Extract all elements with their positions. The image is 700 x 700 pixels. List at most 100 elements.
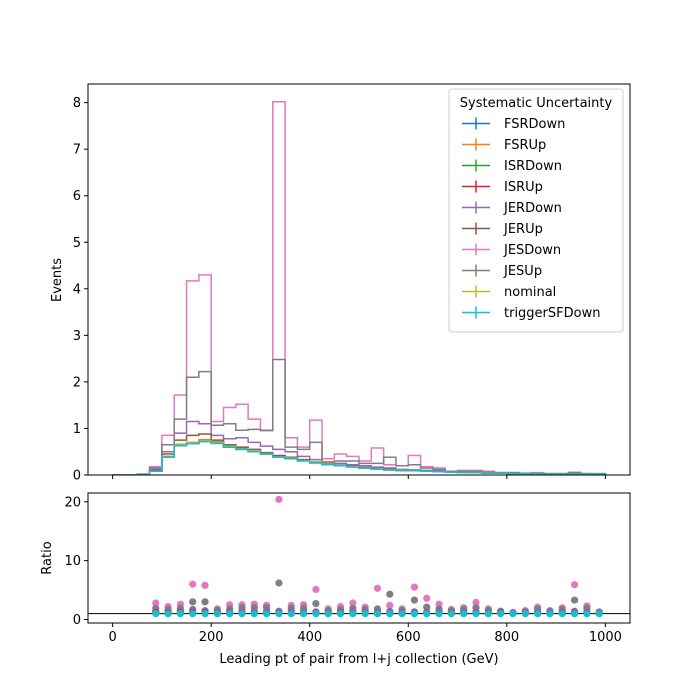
ratio-point-triggerSFDown: [595, 610, 603, 618]
ratio-plot-frame: [87, 492, 631, 624]
ratio-point-triggerSFDown: [398, 610, 406, 618]
ratio-point-JESUp: [201, 598, 209, 606]
events-y-axis-label: Events: [50, 258, 65, 302]
legend-entry-JERDown: JERDown: [462, 201, 562, 216]
ratio-x-tick-label: 400: [297, 630, 322, 645]
legend-box: [448, 88, 624, 333]
events-y-tick-label: 1: [73, 422, 81, 437]
ratio-point-JESDown: [472, 598, 480, 607]
legend-entry-ISRDown: ISRDown: [462, 159, 562, 174]
ratio-point-triggerSFDown: [152, 610, 160, 618]
ratio-point-JESDown: [349, 599, 357, 607]
ratio-x-tick-label: 600: [396, 630, 421, 645]
ratio-panel: 0 200 400 600 800 1000 0 10 20 Ratio Leading pt…: [40, 492, 631, 667]
legend-entry-JESDown: JESDown: [462, 243, 561, 258]
ratio-point-JESDown: [423, 594, 431, 602]
ratio-y-tick-label: 0: [73, 613, 81, 628]
events-y-tick-label: 8: [73, 96, 81, 111]
ratio-point-triggerSFDown: [250, 610, 258, 618]
ratio-point-JESDown: [189, 580, 197, 588]
ratio-point-triggerSFDown: [164, 610, 172, 618]
ratio-point-triggerSFDown: [497, 610, 505, 618]
legend-entry-FSRDown: FSRDown: [462, 117, 565, 132]
legend-title: Systematic Uncertainty: [460, 96, 613, 111]
ratio-point-triggerSFDown: [361, 610, 369, 618]
ratio-point-triggerSFDown: [299, 610, 308, 618]
ratio-x-tick-label: 200: [199, 630, 224, 645]
ratio-point-triggerSFDown: [509, 610, 517, 618]
ratio-point-JESDown: [201, 581, 209, 589]
ratio-point-triggerSFDown: [287, 610, 295, 618]
ratio-point-triggerSFDown: [570, 610, 579, 618]
legend-label: JESDown: [503, 243, 561, 258]
ratio-point-JESDown: [373, 584, 382, 592]
ratio-point-triggerSFDown: [176, 610, 184, 618]
ratio-point-JESDown: [386, 601, 394, 609]
ratio-y-tick-label: 10: [64, 554, 81, 569]
ratio-point-JESUp: [189, 598, 197, 606]
events-y-tick-label: 6: [73, 189, 81, 204]
ratio-point-triggerSFDown: [386, 610, 394, 618]
ratio-point-triggerSFDown: [583, 610, 591, 618]
ratio-point-triggerSFDown: [558, 610, 566, 618]
x-axis-label: Leading pt of pair from l+j collection (…: [219, 652, 498, 667]
ratio-point-JESUp: [386, 590, 394, 598]
ratio-point-JESDown: [410, 583, 419, 591]
ratio-x-tick-label: 0: [108, 630, 116, 645]
ratio-point-triggerSFDown: [447, 610, 455, 618]
ratio-point-triggerSFDown: [336, 610, 345, 618]
ratio-x-tick-label: 1000: [589, 630, 622, 645]
ratio-point-triggerSFDown: [312, 610, 320, 618]
legend-label: JESUp: [503, 264, 542, 279]
ratio-x-tick-label: 800: [494, 630, 519, 645]
events-y-tick-label: 2: [73, 375, 81, 390]
ratio-point-triggerSFDown: [189, 610, 197, 618]
events-y-tick-label: 3: [73, 329, 81, 344]
legend-label: triggerSFDown: [504, 306, 600, 321]
legend-entry-ISRUp: ISRUp: [462, 180, 543, 195]
ratio-point-triggerSFDown: [435, 610, 443, 618]
ratio-point-triggerSFDown: [324, 610, 332, 618]
legend-label: JERUp: [503, 222, 543, 237]
events-plot-frame: [87, 83, 631, 476]
ratio-point-triggerSFDown: [521, 610, 529, 618]
ratio-point-triggerSFDown: [275, 610, 283, 618]
ratio-point-JESDown: [275, 495, 283, 504]
legend-label: FSRUp: [504, 138, 546, 153]
ratio-point-triggerSFDown: [349, 610, 357, 618]
ratio-point-triggerSFDown: [546, 610, 554, 618]
ratio-point-JESUp: [410, 596, 419, 604]
legend-label: nominal: [504, 285, 556, 300]
ratio-point-triggerSFDown: [534, 610, 542, 618]
ratio-point-triggerSFDown: [238, 610, 246, 618]
legend-label: JERDown: [503, 201, 562, 216]
events-panel: 0 1 2 3 4 5 6 7 8 Events Systematic Uncertainty …: [50, 83, 631, 484]
ratio-point-JESUp: [570, 596, 579, 604]
legend-entry-nominal: nominal: [462, 285, 556, 300]
ratio-point-JESUp: [275, 579, 283, 587]
ratio-point-JESUp: [312, 599, 320, 608]
legend-label: ISRDown: [504, 159, 562, 174]
ratio-y-tick-label: 20: [64, 495, 81, 510]
legend-entry-triggerSFDown: triggerSFDown: [462, 306, 600, 321]
ratio-point-triggerSFDown: [263, 610, 271, 618]
ratio-point-JESDown: [152, 599, 160, 607]
ratio-point-triggerSFDown: [423, 610, 431, 618]
legend: Systematic Uncertainty FSRDown FSRUp ISRDo…: [448, 88, 624, 333]
legend-entry-JESUp: JESUp: [462, 264, 542, 279]
ratio-y-axis-label: Ratio: [40, 541, 55, 574]
events-y-tick-label: 0: [73, 469, 81, 484]
ratio-point-triggerSFDown: [460, 610, 468, 618]
ratio-point-triggerSFDown: [484, 610, 492, 618]
histogram-series-triggerSFDown: [112, 440, 607, 475]
legend-entry-FSRUp: FSRUp: [462, 138, 546, 153]
ratio-point-JESDown: [570, 581, 579, 589]
ratio-point-triggerSFDown: [213, 610, 221, 618]
ratio-point-triggerSFDown: [472, 610, 480, 618]
ratio-point-triggerSFDown: [410, 610, 419, 618]
legend-entry-JERUp: JERUp: [462, 222, 543, 237]
ratio-point-triggerSFDown: [201, 610, 209, 618]
events-y-tick-label: 5: [73, 236, 81, 251]
events-y-tick-label: 4: [73, 282, 81, 297]
